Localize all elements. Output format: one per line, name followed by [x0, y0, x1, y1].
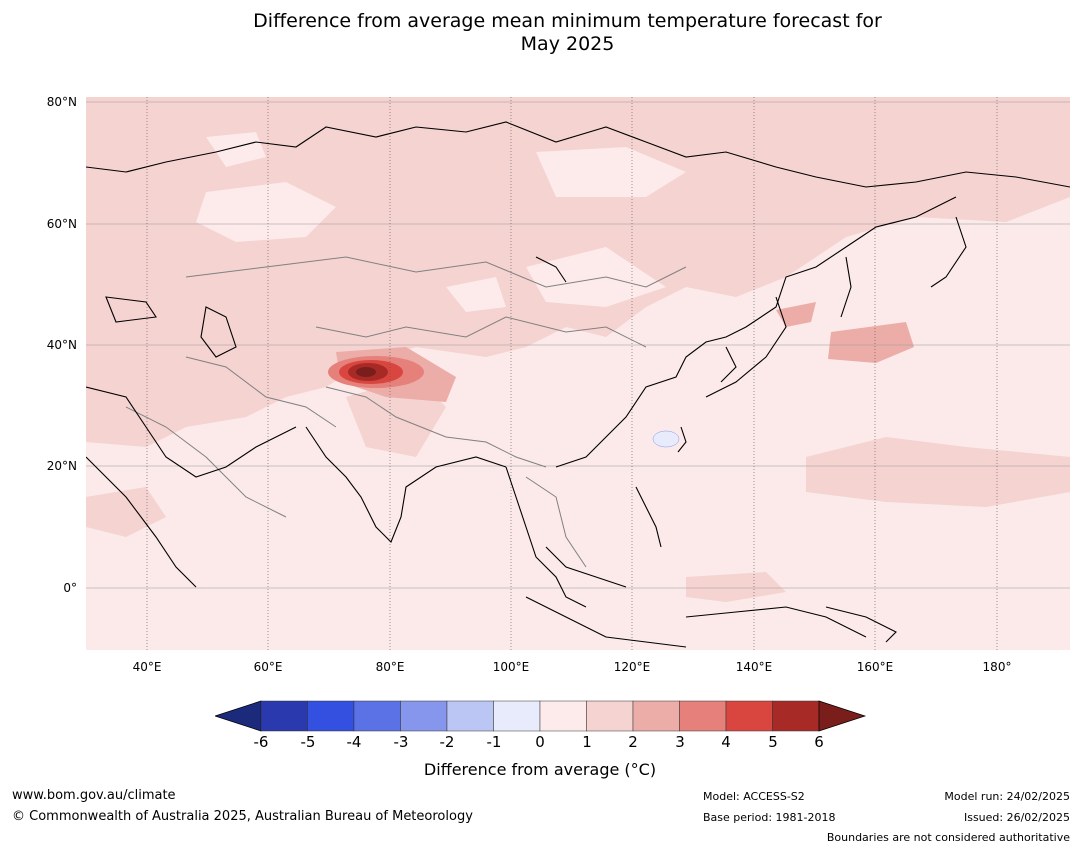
lon-label-80e: 80°E	[375, 660, 405, 674]
colorbar	[215, 700, 867, 732]
colorbar-tick: 0	[535, 733, 545, 751]
colorbar-tick: -3	[393, 733, 409, 751]
map-title-line1: Difference from average mean minimum tem…	[253, 10, 882, 32]
longitude-gridlines	[146, 97, 998, 650]
colorbar-tick: 6	[814, 733, 824, 751]
colorbar-segment	[353, 700, 401, 732]
colorbar-segment	[260, 700, 308, 732]
lat-label-60n: 60°N	[46, 217, 77, 231]
colorbar-segment	[493, 700, 541, 732]
footer-disclaimer: Boundaries are not considered authoritat…	[826, 831, 1070, 844]
lon-label-60e: 60°E	[253, 660, 283, 674]
colorbar-tick: 1	[582, 733, 592, 751]
anomaly-negative-patch	[652, 430, 680, 448]
footer-model-run: Model run: 24/02/2025	[944, 790, 1070, 803]
lon-label-40e: 40°E	[132, 660, 162, 674]
map-title-line2: May 2025	[520, 33, 615, 55]
lat-label-20n: 20°N	[46, 459, 77, 473]
colorbar-tick: -2	[439, 733, 455, 751]
anomaly-0-1-regions	[196, 132, 686, 312]
colorbar-tick: 4	[721, 733, 731, 751]
colorbar-segment	[632, 700, 680, 732]
colorbar-tick: 5	[768, 733, 778, 751]
colorbar-segment	[725, 700, 773, 732]
lon-label-140e: 140°E	[735, 660, 773, 674]
map-title: Difference from average mean minimum tem…	[120, 10, 1015, 56]
colorbar-segment	[586, 700, 634, 732]
lon-label-160e: 160°E	[856, 660, 894, 674]
colorbar-label-unit: °C)	[630, 760, 657, 779]
footer-copyright: © Commonwealth of Australia 2025, Austra…	[12, 809, 473, 824]
footer-url[interactable]: www.bom.gov.au/climate	[12, 788, 176, 803]
colorbar-segment	[772, 700, 820, 732]
footer-issued: Issued: 26/02/2025	[963, 811, 1070, 824]
lon-label-120e: 120°E	[613, 660, 651, 674]
anomaly-hotspot	[328, 356, 424, 388]
colorbar-tick: -6	[253, 733, 269, 751]
footer-base-period: Base period: 1981-2018	[703, 811, 836, 824]
coastlines	[86, 121, 1070, 648]
colorbar-extend-high	[818, 700, 867, 732]
lat-label-80n: 80°N	[46, 95, 77, 109]
colorbar-tick: 3	[675, 733, 685, 751]
colorbar-segment	[400, 700, 448, 732]
forecast-map	[86, 97, 1070, 650]
latitude-gridlines	[86, 101, 1070, 589]
footer-model: Model: ACCESS-S2	[703, 790, 805, 803]
colorbar-tick: -5	[300, 733, 316, 751]
lon-label-180: 180°	[982, 660, 1012, 674]
colorbar-tick: 2	[628, 733, 638, 751]
colorbar-extend-low	[215, 700, 262, 732]
lat-label-0: 0°	[63, 581, 77, 595]
colorbar-segment	[679, 700, 727, 732]
colorbar-segment	[446, 700, 494, 732]
country-borders	[125, 256, 687, 568]
map-canvas	[86, 97, 1070, 650]
colorbar-tick: -4	[346, 733, 362, 751]
colorbar-label-text: Difference from average (	[423, 760, 631, 779]
colorbar-label: Difference from average (°C)	[300, 760, 780, 779]
lat-label-40n: 40°N	[46, 338, 77, 352]
colorbar-tick: -1	[486, 733, 502, 751]
colorbar-segment	[307, 700, 355, 732]
colorbar-segment	[539, 700, 587, 732]
lon-label-100e: 100°E	[492, 660, 530, 674]
